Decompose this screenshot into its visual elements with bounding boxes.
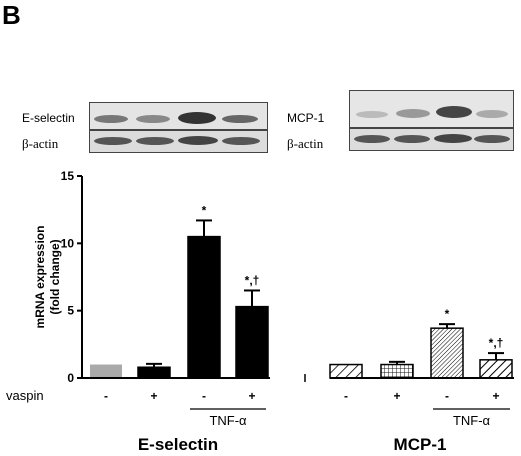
bars: * *,† * *,† [90,203,513,379]
blot-band [394,135,430,143]
panel-label: B [2,0,21,30]
blot-label-mcp-1: MCP-1 [287,111,325,125]
treatment-sign: + [393,389,400,403]
blot-label-beta-actin-right: β-actin [287,136,324,151]
significance-label: *,† [245,273,260,287]
bar [380,363,414,379]
blot-band [474,135,510,143]
bar [235,305,269,379]
y-tick-label: 15 [61,169,75,183]
y-axis-label-line2: (fold change) [48,239,62,314]
y-tick-label: 0 [67,371,74,385]
group-label: E-selectin [138,435,218,454]
bar [187,235,221,379]
treatment-sign: - [104,389,108,403]
treatment-row-label: vaspin [6,388,44,403]
treatment-sign: + [150,389,157,403]
y-axis: 0 5 10 15 mRNA expression (fold change) [33,169,83,385]
treatment-sign: - [344,389,348,403]
treatment-sign: - [202,389,206,403]
blot-label-beta-actin-left: β-actin [22,136,59,151]
blot-strip-beta-actin-right [349,128,514,151]
bar [329,363,363,379]
significance-label: *,† [489,336,504,350]
blot-band [436,106,472,118]
blot-band [94,115,128,123]
blot-band [222,115,258,123]
bar [430,327,464,379]
blot-strip-mcp-1 [349,90,514,128]
blot-band [136,115,170,123]
blot-band [356,111,388,118]
treatment-sign: + [492,389,499,403]
significance-label: * [202,203,207,217]
y-axis-label: mRNA expression [33,226,47,329]
significance-label: * [445,307,450,321]
y-tick-label: 5 [67,304,74,318]
blot-band [434,134,472,143]
stimulus-label: TNF-α [209,413,247,428]
treatment-sign: - [445,389,449,403]
blot-band [178,136,218,145]
blot-band [94,137,132,145]
blot-label-e-selectin: E-selectin [22,111,75,125]
group-label: MCP-1 [394,435,447,454]
blot-band [178,112,216,124]
blot-strip-e-selectin [89,102,268,130]
blot-band [396,109,430,118]
bar [479,359,513,379]
treatment-sign: + [248,389,255,403]
stimulus-label: TNF-α [453,413,491,428]
x-axis: vaspin - + - + - + - +TNF-α TNF-αE-selectin MCP-1 [6,374,514,454]
bar [90,364,122,378]
blot-band [136,137,174,145]
blot-band [222,137,260,145]
bar [137,366,171,379]
blot-band [476,110,508,118]
blot-strip-beta-actin-left [89,130,268,153]
y-tick-label: 10 [61,236,75,250]
blot-band [354,135,390,143]
